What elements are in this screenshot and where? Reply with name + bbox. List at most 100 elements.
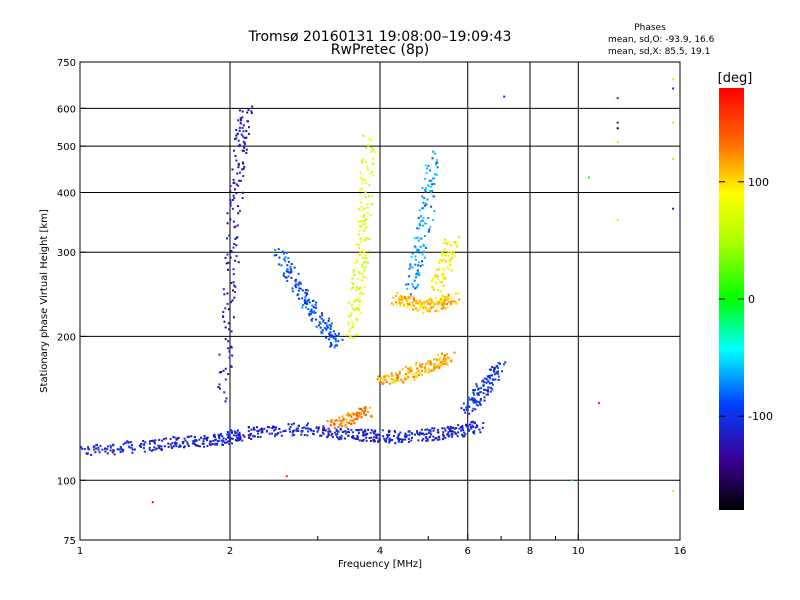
data-point (466, 405, 469, 408)
data-point (319, 315, 322, 318)
data-point (302, 304, 305, 306)
data-point (422, 245, 425, 247)
data-point (232, 281, 235, 284)
data-point (453, 431, 456, 434)
data-point (442, 358, 445, 361)
data-point (399, 438, 401, 441)
data-point (400, 298, 403, 301)
data-point (355, 286, 358, 289)
y-tick-label: 400 (57, 188, 76, 199)
data-point (157, 444, 160, 447)
data-point (433, 358, 436, 361)
data-point (249, 432, 252, 435)
data-point (402, 381, 405, 384)
data-point (418, 372, 421, 375)
data-point (227, 261, 230, 264)
data-point (447, 297, 450, 300)
data-point (350, 428, 353, 431)
data-point (310, 309, 313, 312)
data-point (364, 196, 367, 199)
data-point (182, 442, 184, 445)
data-point (351, 436, 354, 439)
data-point (473, 432, 476, 435)
data-point (468, 398, 471, 401)
data-point (504, 361, 507, 364)
data-point (327, 320, 330, 322)
data-point (405, 378, 408, 380)
data-point (237, 119, 240, 122)
data-point (422, 437, 425, 440)
data-point (359, 171, 362, 174)
data-point (338, 419, 341, 422)
data-point (293, 429, 296, 432)
data-point (476, 424, 479, 427)
data-point (131, 451, 134, 454)
data-point (321, 329, 324, 332)
data-point (365, 254, 368, 257)
data-point (419, 304, 422, 307)
data-point (160, 448, 163, 451)
data-point (419, 265, 422, 268)
data-point (238, 179, 240, 182)
data-point (323, 429, 326, 432)
data-point (278, 256, 281, 259)
data-point (362, 430, 365, 433)
data-point (370, 203, 373, 206)
data-point (237, 261, 240, 264)
data-point (340, 424, 343, 427)
data-point (179, 445, 182, 448)
data-point (466, 427, 469, 429)
data-point (279, 431, 282, 434)
data-point (356, 438, 359, 441)
data-point (467, 424, 470, 427)
data-point (206, 436, 209, 439)
data-point (144, 441, 147, 444)
data-point (416, 430, 418, 433)
data-point (357, 246, 360, 249)
data-point (490, 390, 493, 393)
data-point (357, 307, 360, 310)
data-point (290, 423, 293, 426)
data-point (222, 311, 225, 313)
data-point (672, 78, 675, 81)
data-point (363, 261, 366, 264)
data-point (201, 442, 204, 445)
data-point (414, 374, 417, 377)
data-point (397, 438, 400, 441)
data-point (229, 218, 232, 221)
data-point (441, 301, 444, 304)
data-point (316, 430, 319, 433)
data-point (208, 442, 211, 445)
data-point (374, 436, 377, 439)
data-point (672, 158, 675, 160)
data-point (377, 440, 379, 443)
data-point (417, 432, 420, 435)
data-point (348, 330, 351, 333)
data-point (294, 284, 297, 287)
data-point (432, 195, 435, 198)
data-point (206, 439, 209, 442)
data-point (426, 428, 429, 431)
data-point (351, 431, 354, 434)
phase-stats-heading: Phases (634, 23, 666, 33)
data-point (368, 406, 371, 409)
data-point (227, 440, 230, 443)
data-point (361, 279, 364, 282)
data-point (417, 302, 420, 305)
data-point (429, 361, 432, 364)
data-point (362, 276, 364, 279)
data-point (438, 357, 441, 359)
data-point (461, 425, 464, 427)
data-point (398, 298, 401, 301)
data-point (388, 440, 391, 443)
data-point (408, 440, 410, 443)
data-point (238, 145, 241, 148)
data-point (368, 137, 371, 140)
data-point (400, 438, 403, 441)
data-point (222, 369, 225, 372)
data-point (436, 365, 439, 367)
data-point (305, 294, 308, 297)
data-point (357, 277, 360, 280)
data-point (361, 273, 364, 276)
data-point (366, 165, 369, 168)
